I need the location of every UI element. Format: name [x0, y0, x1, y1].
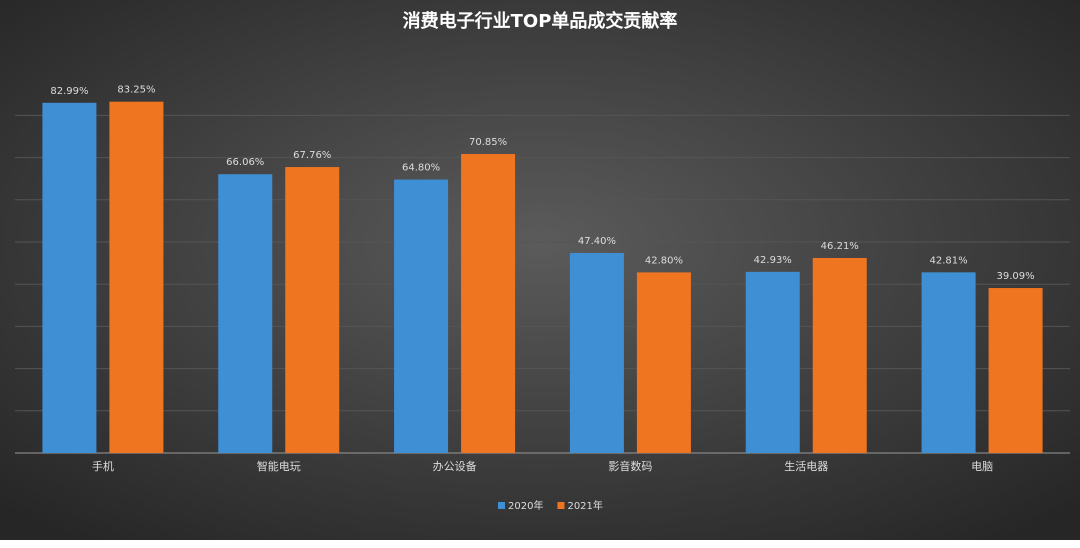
x-tick-label: 影音数码 [608, 459, 652, 473]
value-label: 66.06% [226, 157, 264, 168]
value-label: 42.80% [645, 255, 683, 266]
bar [42, 102, 97, 454]
bar [745, 271, 800, 453]
bar [109, 101, 164, 453]
value-label: 47.40% [578, 236, 616, 247]
bar [461, 154, 516, 453]
bar [569, 252, 624, 453]
value-label: 46.21% [821, 241, 859, 252]
x-tick-label: 智能电玩 [257, 459, 301, 473]
x-tick-label: 电脑 [971, 460, 993, 473]
x-tick-label: 生活电器 [784, 459, 828, 473]
value-label: 42.81% [930, 255, 968, 266]
legend-label: 2020年 [508, 499, 543, 512]
value-label: 64.80% [402, 163, 440, 174]
legend-label: 2021年 [567, 499, 602, 512]
bar [812, 257, 867, 453]
bar [988, 288, 1043, 453]
bar [285, 167, 340, 453]
bar [394, 179, 449, 453]
bar [218, 174, 273, 453]
value-label: 67.76% [293, 150, 331, 161]
x-tick-label: 办公设备 [433, 459, 477, 473]
chart-title: 消费电子行业TOP单品成交贡献率 [403, 10, 678, 32]
bar [921, 272, 976, 453]
legend-swatch [557, 502, 565, 509]
value-label: 82.99% [50, 86, 88, 97]
bar [636, 272, 691, 453]
x-tick-label: 手机 [92, 459, 114, 473]
legend-swatch [498, 502, 505, 509]
value-label: 70.85% [469, 137, 507, 148]
value-label: 39.09% [997, 271, 1035, 282]
value-label: 83.25% [117, 85, 155, 96]
value-label: 42.93% [754, 255, 792, 266]
